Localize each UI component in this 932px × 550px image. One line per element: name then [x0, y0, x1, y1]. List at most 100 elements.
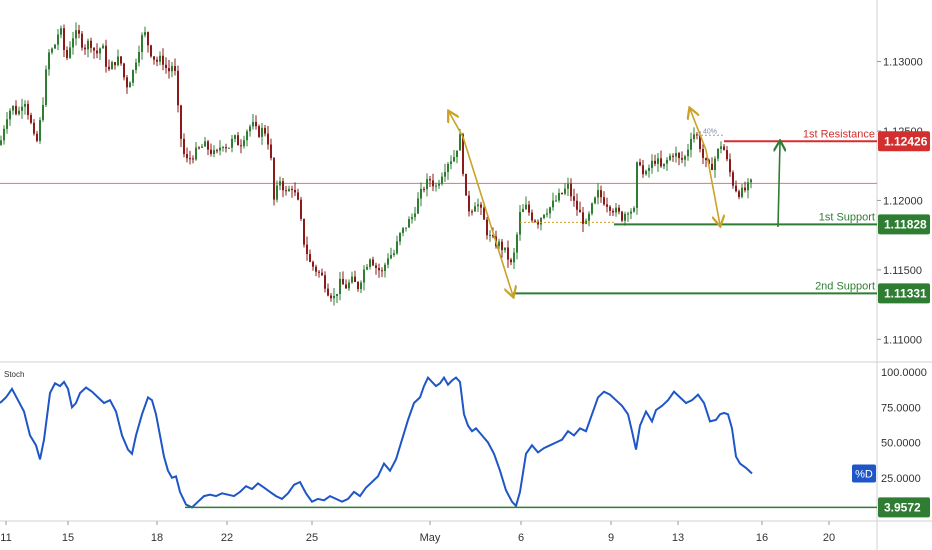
- candle-body: [300, 199, 302, 219]
- candle-body: [210, 149, 212, 154]
- candle-body: [663, 163, 665, 167]
- candle-body: [729, 159, 731, 173]
- resistance-price-badge: [878, 131, 930, 152]
- candle-body: [534, 220, 536, 222]
- candle-body: [651, 160, 653, 168]
- candle-body: [132, 70, 134, 83]
- candle-body: [264, 127, 266, 134]
- candle-body: [0, 140, 2, 145]
- time-tick-label: 16: [756, 532, 768, 544]
- candle-body: [639, 162, 641, 166]
- candle-body: [294, 190, 296, 193]
- candle-body: [339, 278, 341, 294]
- candle-body: [159, 55, 161, 62]
- support2-label: 2nd Support: [815, 280, 875, 292]
- candle-body: [189, 158, 191, 160]
- candle-body: [108, 66, 110, 70]
- candle-body: [726, 150, 728, 160]
- price-tick-label: 1.13000: [883, 57, 923, 69]
- candle-body: [645, 170, 647, 175]
- time-tick-label: 15: [62, 532, 74, 544]
- candle-body: [318, 271, 320, 273]
- candle-body: [60, 28, 62, 35]
- candle-body: [519, 211, 521, 235]
- resistance-price-value: 1.12426: [884, 134, 928, 148]
- candle-body: [615, 207, 617, 213]
- candle-body: [93, 47, 95, 51]
- candle-body: [360, 282, 362, 290]
- candle-body: [150, 45, 152, 57]
- candle-body: [669, 155, 671, 160]
- candle-body: [327, 288, 329, 296]
- candle-body: [570, 183, 572, 197]
- candle-body: [204, 141, 206, 147]
- candle-body: [39, 120, 41, 141]
- candle-body: [483, 207, 485, 220]
- candle-body: [636, 162, 638, 208]
- candle-body: [222, 147, 224, 149]
- swing-arrow-up-right: [690, 109, 707, 151]
- time-tick-label: 18: [151, 532, 163, 544]
- stoch-title: Stoch: [4, 370, 24, 379]
- candle-body: [468, 195, 470, 212]
- candle-body: [135, 62, 137, 71]
- candle-body: [693, 134, 695, 140]
- candle-body: [660, 158, 662, 167]
- candle-body: [462, 134, 464, 174]
- candle-body: [6, 119, 8, 129]
- support2-price-badge: [878, 283, 930, 304]
- candle-body: [24, 103, 26, 107]
- candle-body: [480, 204, 482, 208]
- candle-body: [336, 293, 338, 297]
- candle-body: [453, 157, 455, 162]
- candle-body: [69, 47, 71, 58]
- candle-body: [417, 198, 419, 214]
- candle-body: [591, 203, 593, 214]
- stoch-level-badge: [878, 497, 930, 518]
- candle-body: [390, 254, 392, 259]
- candle-body: [552, 200, 554, 208]
- candle-body: [48, 52, 50, 70]
- candle-body: [438, 183, 440, 186]
- candle-body: [714, 158, 716, 170]
- candle-body: [411, 217, 413, 220]
- support1-price-badge: [878, 214, 930, 235]
- candle-body: [216, 150, 218, 152]
- time-tick-label: 20: [823, 532, 835, 544]
- candle-body: [345, 284, 347, 289]
- stoch-tick-label: 50.0000: [881, 438, 921, 450]
- candle-body: [228, 147, 230, 149]
- stoch-d-label: %D: [855, 469, 873, 481]
- candle-body: [624, 213, 626, 221]
- candle-body: [51, 48, 53, 53]
- candle-body: [171, 66, 173, 72]
- candle-body: [561, 192, 563, 194]
- candle-body: [111, 62, 113, 70]
- candle-body: [441, 176, 443, 184]
- candle-body: [594, 197, 596, 204]
- swing-arrow-down-left: [462, 136, 513, 296]
- resistance-label: 1st Resistance: [803, 128, 875, 140]
- candle-body: [81, 33, 83, 48]
- candle-body: [87, 40, 89, 50]
- candle-body: [180, 105, 182, 139]
- support1-label: 1st Support: [819, 211, 875, 223]
- candle-body: [240, 145, 242, 147]
- candle-body: [492, 234, 494, 237]
- candle-body: [513, 252, 515, 263]
- candle-body: [162, 55, 164, 65]
- candle-body: [621, 211, 623, 221]
- candle-body: [672, 155, 674, 157]
- stoch-level-value: 3.9572: [884, 500, 921, 514]
- candle-body: [678, 153, 680, 159]
- price-tick-label: 1.11500: [883, 265, 922, 277]
- candle-body: [633, 207, 635, 212]
- candle-body: [609, 206, 611, 211]
- candle-body: [30, 115, 32, 123]
- candle-body: [597, 190, 599, 198]
- candle-body: [378, 267, 380, 271]
- candle-body: [750, 179, 752, 183]
- candle-body: [126, 77, 128, 88]
- candle-body: [399, 232, 401, 242]
